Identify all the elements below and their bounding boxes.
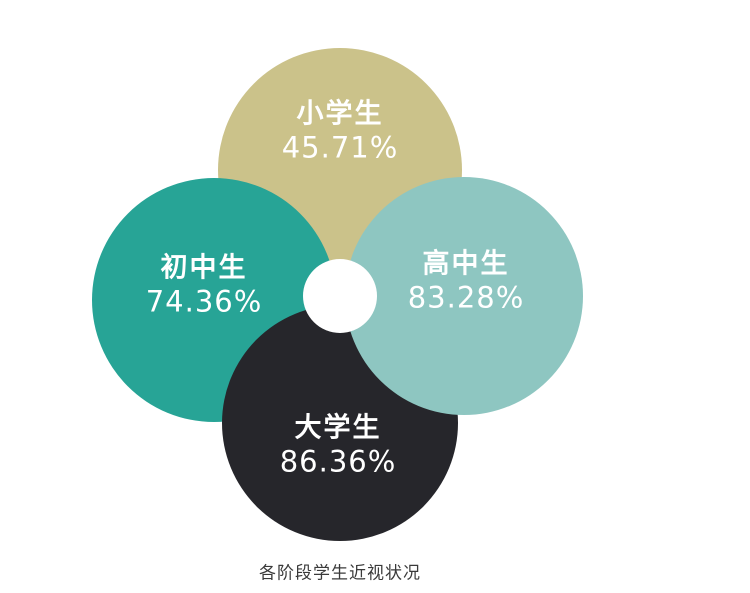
junior-label: 初中生 [160,252,248,284]
elementary-label: 小学生 [296,98,384,130]
senior-label: 高中生 [422,248,510,280]
junior-value: 74.36% [145,284,263,319]
college-value: 86.36% [279,444,397,479]
college-text-block: 大学生 86.36% [280,412,397,479]
junior-text-block: 初中生 74.36% [146,252,263,319]
senior-value: 83.28% [407,280,525,315]
senior-text-block: 高中生 83.28% [408,248,525,315]
chart-caption: 各阶段学生近视状况 [259,563,421,584]
college-label: 大学生 [294,412,382,444]
elementary-text-block: 小学生 45.71% [282,98,399,165]
center-white-circle [303,259,377,333]
circle-senior-high-students [345,177,583,415]
elementary-value: 45.71% [281,130,399,165]
